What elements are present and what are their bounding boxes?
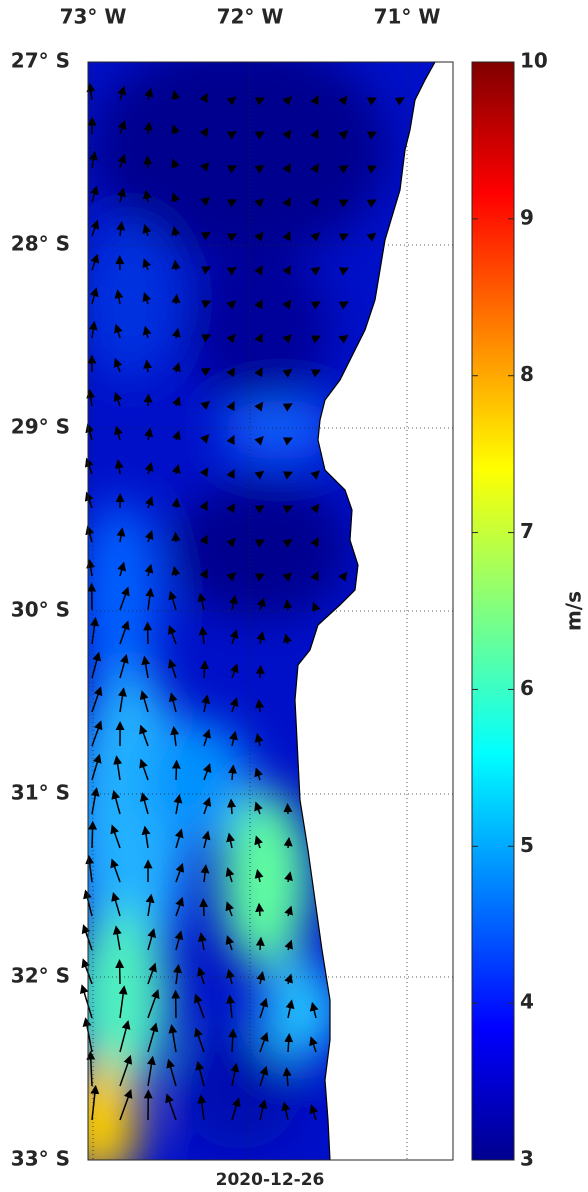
colorbar-tick-label: 4 [520, 990, 534, 1014]
lat-label: 33° S [11, 1147, 70, 1171]
wind-arrow [260, 666, 261, 678]
lat-label: 29° S [11, 415, 70, 439]
wind-arrow [176, 761, 177, 780]
lat-label: 32° S [11, 964, 70, 988]
wind-arrow [176, 295, 177, 304]
colorbar-tick-label: 5 [520, 833, 534, 857]
colorbar-tick-label: 8 [520, 362, 534, 386]
colorbar-tick-label: 6 [520, 676, 534, 700]
wind-arrow [288, 839, 289, 848]
lon-label: 71° W [374, 5, 441, 29]
lat-label: 30° S [11, 598, 70, 622]
colorbar [472, 62, 514, 1160]
wind-arrow [259, 904, 260, 916]
wind-arrow [260, 938, 261, 950]
lon-label: 73° W [60, 5, 127, 29]
wind-arrow [204, 662, 205, 678]
colorbar-tick-label: 10 [520, 49, 548, 73]
lat-label: 31° S [11, 781, 70, 805]
wind-arrow [203, 900, 204, 916]
wind-arrow [175, 261, 176, 270]
wind-arrow [231, 800, 232, 814]
wind-arrow [147, 157, 148, 168]
lat-label: 28° S [11, 232, 70, 256]
lon-label: 72° W [217, 5, 284, 29]
lat-label: 27° S [11, 49, 70, 73]
wind-arrow [176, 499, 177, 508]
colorbar-tick-label: 3 [520, 1147, 534, 1171]
colorbar-label: m/s [562, 591, 586, 631]
colorbar-tick-label: 9 [520, 205, 534, 229]
date-label: 2020-12-26 [216, 1170, 325, 1188]
colorbar-tick-label: 7 [520, 519, 534, 543]
